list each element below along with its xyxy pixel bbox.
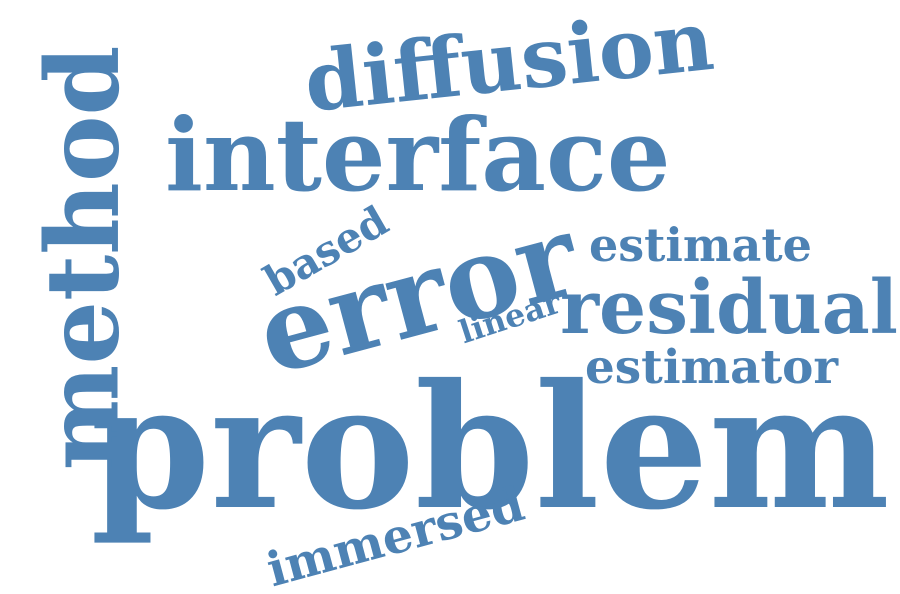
word-problem: problem — [90, 347, 890, 548]
word-estimate: estimate — [589, 218, 812, 272]
word-interface: interface — [165, 96, 671, 214]
word-method: method — [23, 45, 142, 470]
word-estimator: estimator — [585, 340, 839, 395]
word-residual: residual — [560, 263, 898, 351]
